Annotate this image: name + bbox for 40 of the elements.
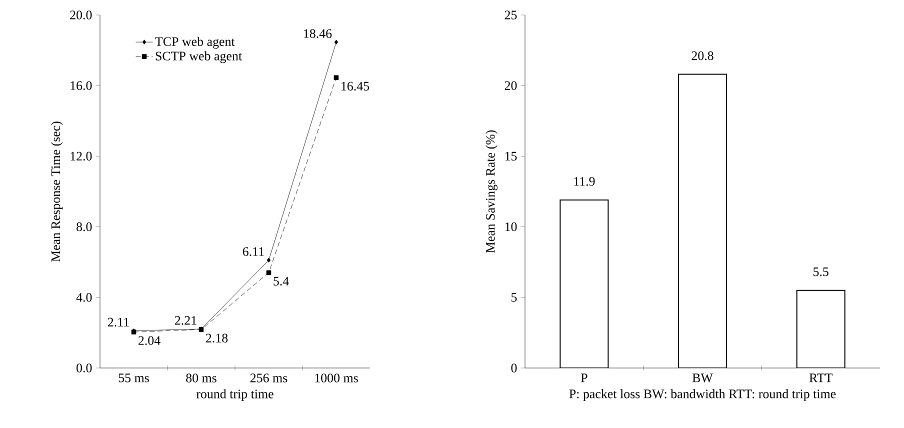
x-tick-label: 55 ms <box>118 374 149 382</box>
point <box>334 75 339 80</box>
y-tick-label: 4.0 <box>76 293 92 302</box>
x-tick-label: P <box>580 374 588 382</box>
data-label: 6.11 <box>242 247 264 256</box>
y-tick-label: 12.0 <box>70 152 92 161</box>
point <box>334 40 338 45</box>
data-label: 2.18 <box>206 334 228 343</box>
y-tick-label: 20 <box>504 81 517 90</box>
x-tick-label: 1000 ms <box>315 374 358 382</box>
x-tick-label: 80 ms <box>186 374 216 382</box>
x-axis-title: round trip time <box>196 389 274 401</box>
point <box>266 270 272 276</box>
y-tick-label: 25 <box>504 10 517 20</box>
y-tick-label: 20.0 <box>70 10 92 20</box>
data-label: 2.04 <box>138 336 160 345</box>
legend-label: TCP web agent <box>155 36 235 49</box>
y-tick-label: 5 <box>512 293 517 302</box>
legend-label: SCTP web agent <box>156 51 242 64</box>
data-label: 11.9 <box>574 177 595 186</box>
x-tick-label: BW <box>692 374 713 382</box>
data-label: 16.45 <box>342 82 370 91</box>
data-label: 2.21 <box>174 316 196 325</box>
data-label: 5.4 <box>274 276 289 286</box>
y-tick-label: 0 <box>511 364 517 372</box>
y-tick-label: 0.0 <box>76 364 92 372</box>
data-label: 18.46 <box>304 29 332 38</box>
y-tick-label: 15 <box>505 152 517 161</box>
y-tick-label: 10 <box>505 222 517 232</box>
point <box>266 258 271 263</box>
x-axis-title: P: packet loss BW: bandwidth RTT: round trip time <box>569 389 836 401</box>
data-label: 20.8 <box>692 51 714 60</box>
x-tick-label: RTT <box>809 374 832 382</box>
data-label: 2.11 <box>108 318 129 327</box>
y-axis-title: Mean Response Time (sec) <box>50 122 63 262</box>
y-tick-label: 16.0 <box>70 81 92 90</box>
data-label: 5.5 <box>813 268 828 276</box>
y-tick-label: 8.0 <box>76 222 92 232</box>
y-axis-title: Mean Savings Rate (%) <box>486 130 498 253</box>
x-tick-label: 256 ms <box>250 374 288 382</box>
